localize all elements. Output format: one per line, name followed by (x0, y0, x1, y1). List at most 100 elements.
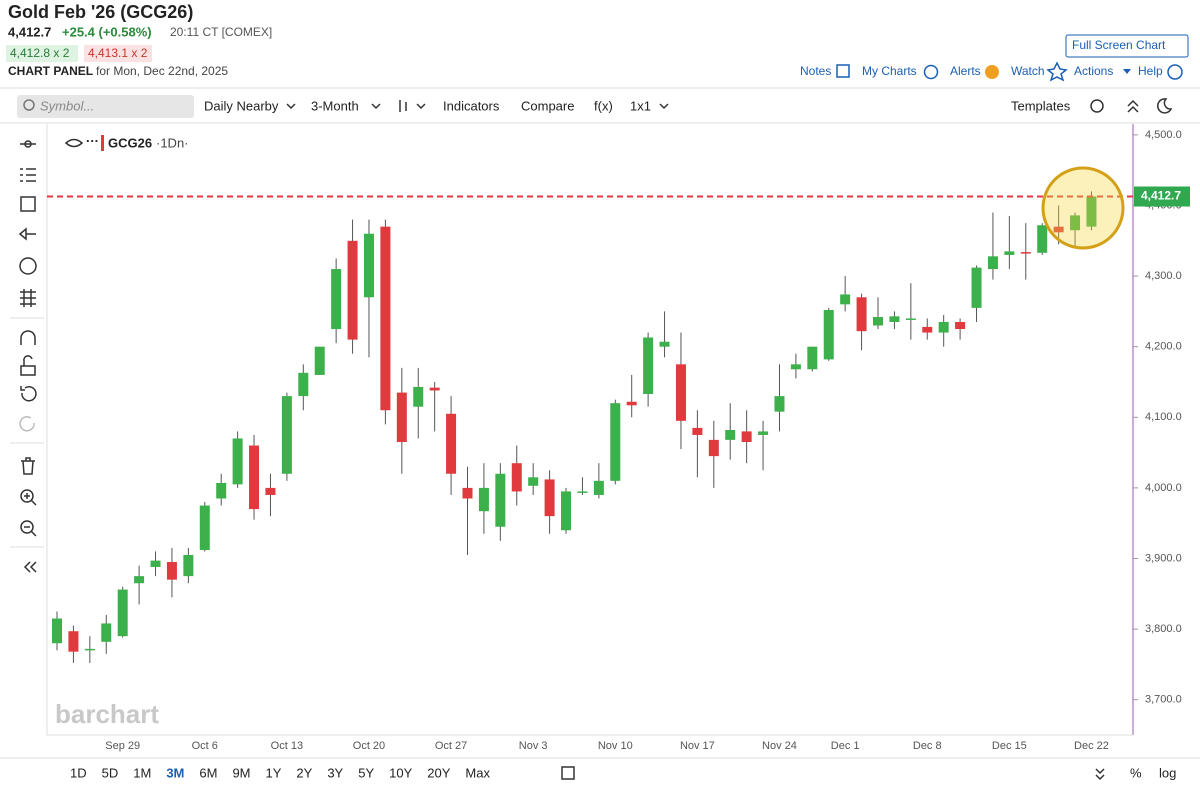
panel-label: CHART PANEL (8, 64, 93, 78)
title: Gold Feb '26 (GCG26) (8, 2, 193, 22)
candle-body (577, 491, 588, 493)
notes-icon[interactable] (836, 64, 850, 78)
range-button[interactable]: 5D (102, 765, 119, 780)
carets (286, 103, 669, 110)
candle-body (561, 491, 572, 531)
candle-body (856, 297, 867, 332)
range-button[interactable]: 2Y (296, 765, 312, 780)
candle-body (298, 372, 309, 397)
x-tick-label: Oct 13 (271, 740, 303, 752)
candle-body (807, 346, 818, 370)
time: 20:11 CT [COMEX] (170, 25, 272, 39)
collapse-icon[interactable] (1127, 99, 1139, 113)
period-menu[interactable]: Daily Nearby (204, 98, 279, 113)
range-button[interactable]: 1M (133, 765, 151, 780)
candle-body (495, 473, 506, 527)
x-tick-label: Dec 15 (992, 740, 1027, 752)
candle-body (905, 318, 916, 320)
actions[interactable]: Actions (1074, 64, 1113, 78)
candle-body (396, 392, 407, 443)
range-button[interactable]: 1Y (266, 765, 282, 780)
range-button[interactable]: 10Y (389, 765, 412, 780)
last-price-box (1134, 186, 1190, 207)
calendar-icon[interactable] (561, 766, 575, 780)
x-tick-label: Oct 20 (353, 740, 385, 752)
range-button[interactable]: 5Y (358, 765, 374, 780)
compare[interactable]: Compare (521, 98, 574, 113)
candle-body (134, 576, 145, 584)
expand-icon[interactable] (1095, 768, 1105, 781)
indicators[interactable]: Indicators (443, 98, 500, 113)
range-button[interactable]: Max (465, 765, 490, 780)
fx[interactable]: f(x) (594, 98, 613, 113)
candle-body (708, 439, 719, 457)
watch-icon[interactable] (1046, 61, 1068, 82)
ask-box (84, 45, 152, 62)
log-toggle[interactable]: log (1159, 765, 1176, 780)
x-tick-label: Nov 10 (598, 740, 633, 752)
chart-type-icon[interactable] (399, 100, 407, 112)
range-button[interactable]: 6M (199, 765, 217, 780)
theme-icon[interactable] (1156, 98, 1173, 114)
alerts[interactable]: Alerts (950, 64, 981, 78)
candle-body (692, 427, 703, 435)
layout-menu[interactable]: 1x1 (630, 98, 651, 113)
range-button[interactable]: 3Y (327, 765, 343, 780)
candle-body (232, 438, 243, 485)
candle-body (528, 477, 539, 486)
templates[interactable]: Templates (1011, 98, 1071, 113)
candle-body (101, 623, 112, 642)
legend-symbol: GCG26 (108, 135, 152, 150)
candle-body (52, 618, 62, 644)
candle-body (249, 445, 260, 510)
candle-body (347, 240, 358, 340)
candle-body (199, 505, 210, 551)
candle-body (117, 589, 128, 637)
x-tick-label: Dec 22 (1074, 740, 1109, 752)
candle-body (938, 321, 949, 333)
search-icon (23, 99, 35, 111)
range-button[interactable]: 9M (232, 765, 250, 780)
watch[interactable]: Watch (1011, 64, 1045, 78)
bid: 4,412.8 x 2 (10, 46, 70, 60)
candle-body (610, 403, 621, 481)
my-charts-icon[interactable] (923, 64, 939, 80)
candle-body (166, 562, 177, 580)
help-icon[interactable] (1167, 64, 1183, 80)
candle-body (331, 269, 342, 330)
candle-body (659, 341, 670, 347)
y-tick-label: 3,700.0 (1145, 694, 1182, 706)
candle-body (380, 226, 391, 411)
range-button[interactable]: 1D (70, 765, 87, 780)
candle-body (183, 554, 194, 577)
candle-body (511, 463, 522, 492)
help[interactable]: Help (1138, 64, 1163, 78)
y-tick-label: 4,000.0 (1145, 482, 1182, 494)
symbol-input[interactable] (17, 95, 194, 118)
candle-body (643, 337, 654, 394)
range-button[interactable]: 3M (166, 765, 184, 780)
candle-body (758, 431, 769, 435)
drawing-tools[interactable] (18, 140, 37, 573)
full-screen-button[interactable] (1065, 34, 1189, 58)
x-tick-label: Dec 8 (913, 740, 942, 752)
visibility-icon[interactable] (64, 138, 84, 148)
candle-body (790, 364, 801, 370)
actions-caret[interactable] (1123, 69, 1131, 74)
range-menu[interactable]: 3-Month (311, 98, 359, 113)
settings-icon[interactable] (1090, 99, 1104, 113)
x-tick-label: Nov 17 (680, 740, 715, 752)
alerts-icon[interactable] (985, 65, 999, 79)
candle-body (971, 267, 982, 308)
candle-body (1004, 251, 1015, 255)
range-button[interactable]: 20Y (427, 765, 450, 780)
symbol-placeholder[interactable]: Symbol... (40, 98, 94, 113)
percent-toggle[interactable]: % (1130, 765, 1142, 780)
my-charts[interactable]: My Charts (862, 64, 917, 78)
last-price: 4,412.7 (8, 24, 51, 39)
candle-body (823, 309, 834, 360)
full-screen-label[interactable]: Full Screen Chart (1072, 38, 1166, 52)
legend-swatch (101, 135, 104, 151)
notes[interactable]: Notes (800, 64, 831, 78)
